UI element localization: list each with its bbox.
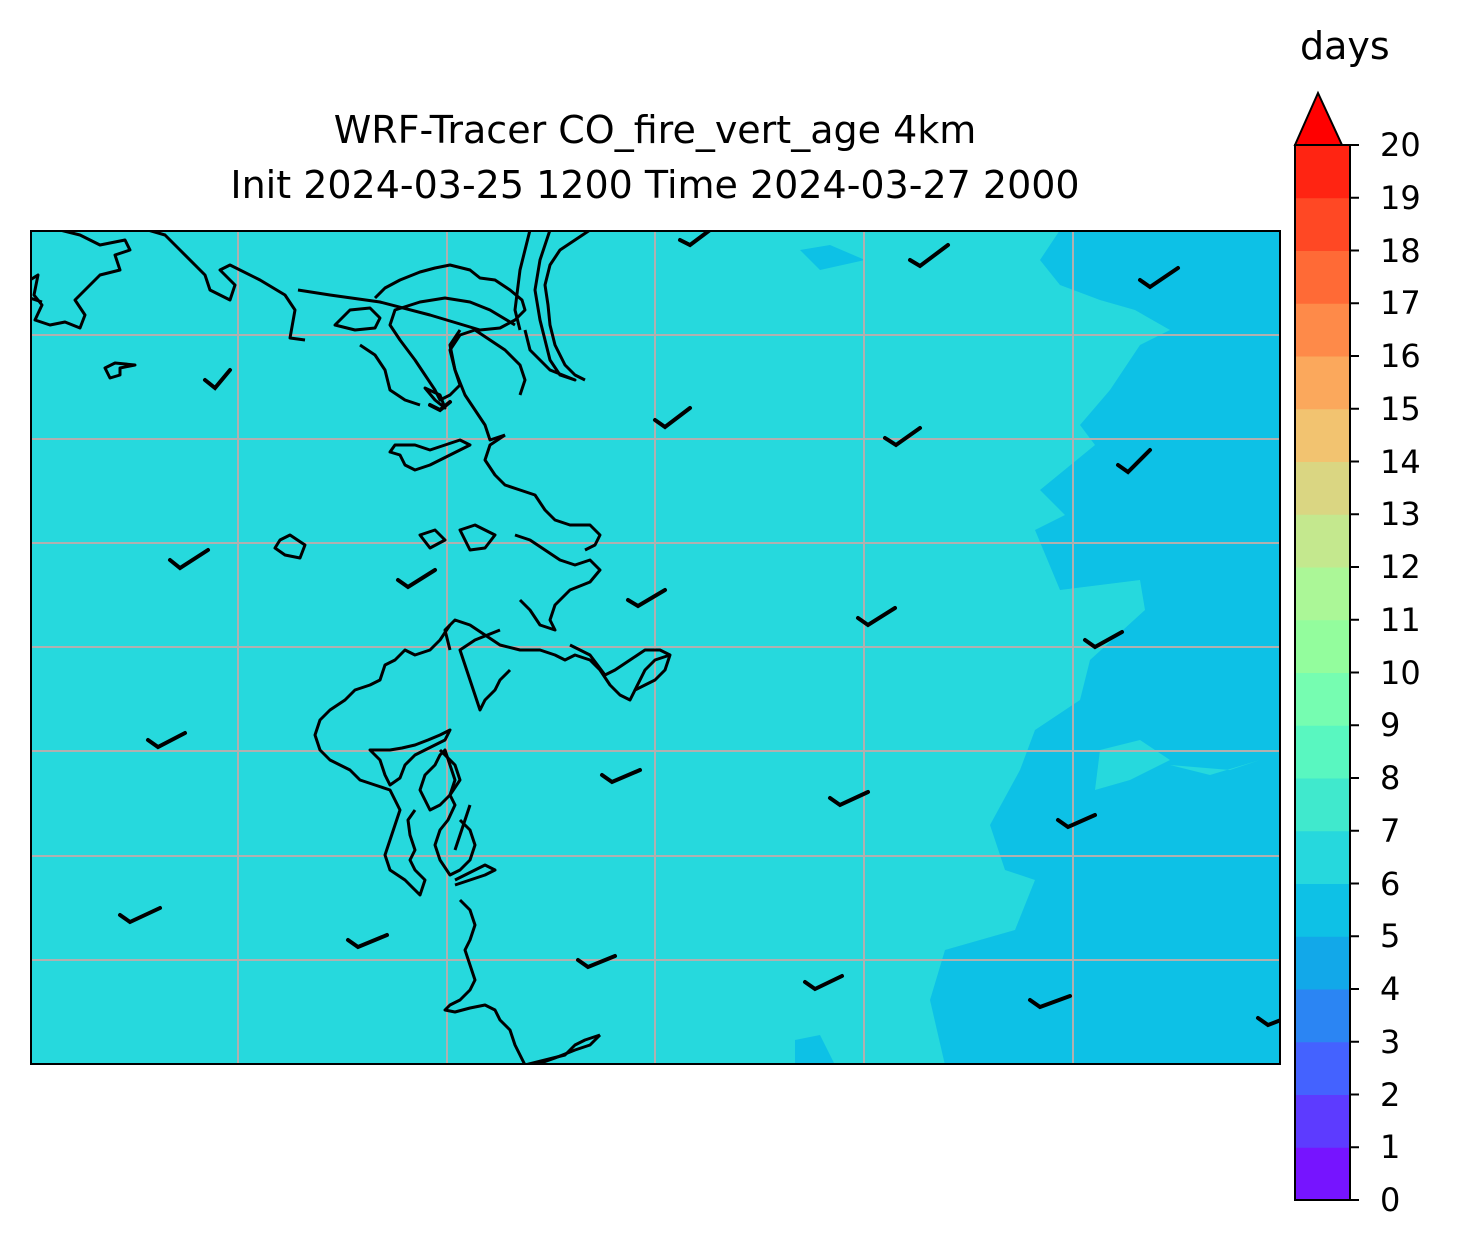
colorbar-band xyxy=(1295,725,1350,779)
colorbar-tick-label: 1 xyxy=(1380,1128,1401,1167)
colorbar-tick-label: 4 xyxy=(1380,970,1401,1008)
map-title-line1: WRF-Tracer CO_fire_vert_age 4km xyxy=(333,108,977,152)
colorbar-extend-arrow xyxy=(1293,90,1344,146)
colorbar-band xyxy=(1295,567,1350,621)
colorbar-band xyxy=(1295,830,1350,884)
colorbar-band xyxy=(1295,250,1350,304)
colorbar-band xyxy=(1295,408,1350,462)
colorbar-band xyxy=(1295,672,1350,726)
colorbar-band xyxy=(1295,619,1350,673)
age-field-patch-north xyxy=(800,245,865,270)
grid-lines xyxy=(30,230,1281,1065)
colorbar-tick-label: 0 xyxy=(1380,1181,1401,1219)
wind-barbs xyxy=(118,230,1281,1028)
colorbar-tick-label: 5 xyxy=(1380,917,1401,956)
colorbar-tick-label: 11 xyxy=(1380,600,1421,639)
map-frame xyxy=(30,230,1281,1065)
age-field-tongue xyxy=(1095,740,1170,790)
colorbar-band xyxy=(1295,303,1350,357)
colorbar-tick-label: 16 xyxy=(1380,337,1421,375)
colorbar-tick-label: 9 xyxy=(1380,706,1401,745)
map-panel xyxy=(30,230,1281,1065)
map-title-line2: Init 2024-03-25 1200 Time 2024-03-27 200… xyxy=(230,163,1080,207)
colorbar-band xyxy=(1295,883,1350,937)
colorbar-band xyxy=(1295,356,1350,410)
colorbar-tick-label: 18 xyxy=(1380,231,1421,270)
colorbar-band xyxy=(1295,145,1350,199)
age-field-tongue-south xyxy=(1170,760,1260,775)
colorbar-tick-label: 8 xyxy=(1380,759,1401,797)
colorbar-unit-label: days xyxy=(1300,24,1390,68)
colorbar-band xyxy=(1295,936,1350,990)
colorbar-tick-label: 6 xyxy=(1380,864,1401,903)
colorbar-tick-label: 10 xyxy=(1380,653,1421,692)
coastline xyxy=(30,230,672,1065)
age-field-patch-south xyxy=(795,1035,835,1065)
colorbar-band xyxy=(1295,1094,1350,1148)
colorbar xyxy=(1293,90,1359,1201)
colorbar-tick-label: 15 xyxy=(1380,389,1421,428)
colorbar-tick-label: 19 xyxy=(1380,178,1421,217)
colorbar-tick-label: 13 xyxy=(1380,495,1421,534)
colorbar-band xyxy=(1295,1147,1350,1201)
colorbar-tick-label: 14 xyxy=(1380,442,1421,481)
colorbar-tick-label: 17 xyxy=(1380,284,1421,323)
colorbar-band xyxy=(1295,989,1350,1043)
colorbar-band xyxy=(1295,778,1350,832)
colorbar-band xyxy=(1295,1041,1350,1095)
colorbar-band xyxy=(1295,514,1350,568)
colorbar-band xyxy=(1295,197,1350,251)
colorbar-ticks xyxy=(1350,144,1359,1201)
colorbar-tick-label: 3 xyxy=(1380,1022,1401,1061)
colorbar-tick-label: 20 xyxy=(1380,126,1421,164)
colorbar-tick-label: 2 xyxy=(1380,1075,1401,1114)
colorbar-band xyxy=(1295,461,1350,515)
colorbar-tick-label: 12 xyxy=(1380,548,1421,586)
colorbar-tick-label: 7 xyxy=(1380,811,1401,850)
colorbar-bands xyxy=(1295,145,1350,1201)
